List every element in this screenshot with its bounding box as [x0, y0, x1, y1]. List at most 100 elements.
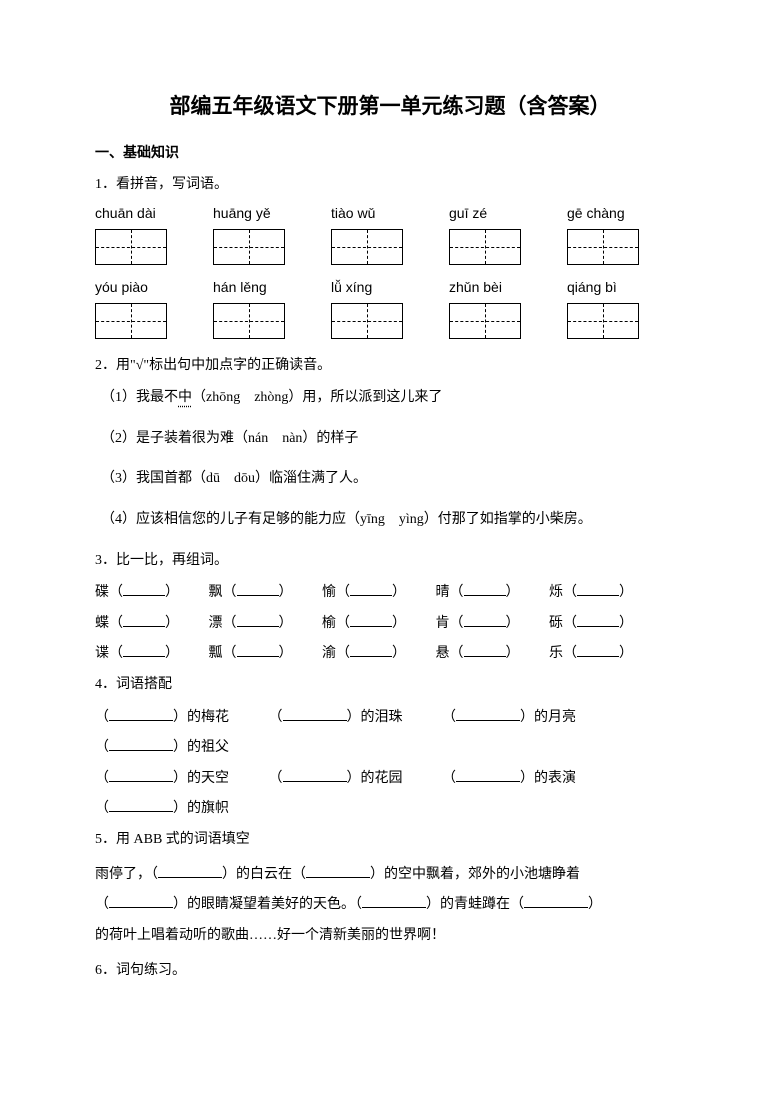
compare-row: 谍（） 瓢（） 渝（） 悬（） 乐（） — [95, 641, 685, 668]
pinyin: hán lěng — [213, 279, 331, 295]
pinyin: tiào wǔ — [331, 205, 449, 221]
char: 谍 — [95, 646, 109, 661]
blank — [577, 643, 619, 657]
match-row: （）的梅花 （）的泪珠 （）的月亮 — [95, 705, 685, 732]
q2-3: （3）我国首都（dū dōu）临淄住满了人。 — [101, 466, 685, 493]
char: 漂 — [209, 616, 223, 631]
blank — [456, 707, 520, 721]
blank — [283, 768, 347, 782]
compare-row: 蝶（） 漂（） 榆（） 肯（） 砾（） — [95, 611, 685, 638]
writing-box — [95, 303, 167, 339]
text: ）的眼睛凝望着美好的天色。（ — [173, 897, 362, 912]
writing-box — [331, 303, 403, 339]
blank — [158, 864, 222, 878]
page-title: 部编五年级语文下册第一单元练习题（含答案） — [95, 90, 685, 120]
section-a-head: 一、基础知识 — [95, 142, 685, 162]
match-word: 的梅花 — [187, 710, 229, 725]
text: ）的青蛙蹲在（ — [426, 897, 524, 912]
blank — [109, 707, 173, 721]
match-word: 的月亮 — [534, 710, 576, 725]
blank — [456, 768, 520, 782]
writing-box — [95, 229, 167, 265]
blank — [577, 582, 619, 596]
match-row: （）的祖父 — [95, 735, 685, 762]
pinyin: gē chàng — [567, 205, 685, 221]
text: 雨停了，（ — [95, 867, 158, 882]
char: 蝶 — [95, 616, 109, 631]
q2-1-dotted: 中 — [178, 390, 192, 405]
blank — [464, 582, 506, 596]
blank — [123, 643, 165, 657]
blank — [350, 643, 392, 657]
blank — [109, 798, 173, 812]
text: ）的空中飘着，郊外的小池塘睁着 — [370, 867, 580, 882]
text: （ — [95, 897, 109, 912]
blank — [350, 582, 392, 596]
blank — [109, 768, 173, 782]
blank — [237, 643, 279, 657]
q1: 1．看拼音，写词语。 — [95, 172, 685, 199]
char: 碟 — [95, 585, 109, 600]
writing-box-row-2 — [95, 303, 685, 339]
match-row: （）的天空 （）的花园 （）的表演 — [95, 766, 685, 793]
pinyin: qiáng bì — [567, 279, 685, 295]
pinyin: yóu piào — [95, 279, 213, 295]
pinyin: huāng yě — [213, 205, 331, 221]
blank — [464, 643, 506, 657]
blank — [464, 613, 506, 627]
char: 瓢 — [209, 646, 223, 661]
q3: 3．比一比，再组词。 — [95, 548, 685, 575]
q2-2: （2）是子装着很为难（nán nàn）的样子 — [101, 426, 685, 453]
char: 晴 — [436, 585, 450, 600]
match-word: 的旗帜 — [187, 801, 229, 816]
text: 的荷叶上唱着动听的歌曲……好一个清新美丽的世界啊！ — [95, 928, 445, 943]
writing-box — [213, 229, 285, 265]
q2: 2．用"√"标出句中加点字的正确读音。 — [95, 353, 685, 380]
char: 肯 — [436, 616, 450, 631]
blank — [350, 613, 392, 627]
q2-1c: （zhōng zhòng）用，所以派到这儿来了 — [192, 390, 442, 405]
pinyin-row-1: chuān dài huāng yě tiào wǔ guī zé gē chà… — [95, 205, 685, 221]
q2-1a: （1）我最不 — [101, 390, 178, 405]
pinyin: lǚ xíng — [331, 279, 449, 295]
blank — [237, 613, 279, 627]
match-word: 的泪珠 — [361, 710, 403, 725]
blank — [109, 894, 173, 908]
char: 悬 — [436, 646, 450, 661]
pinyin: zhǔn bèi — [449, 279, 567, 295]
pinyin-row-2: yóu piào hán lěng lǚ xíng zhǔn bèi qiáng… — [95, 279, 685, 295]
pinyin: guī zé — [449, 205, 567, 221]
char: 飘 — [209, 585, 223, 600]
match-word: 的花园 — [361, 771, 403, 786]
char: 愉 — [322, 585, 336, 600]
blank — [123, 582, 165, 596]
writing-box — [449, 229, 521, 265]
match-word: 的表演 — [534, 771, 576, 786]
blank — [524, 894, 588, 908]
q4: 4．词语搭配 — [95, 672, 685, 699]
writing-box — [567, 303, 639, 339]
char: 砾 — [549, 616, 563, 631]
text: ） — [588, 897, 602, 912]
blank — [577, 613, 619, 627]
writing-box — [213, 303, 285, 339]
blank — [306, 864, 370, 878]
char: 榆 — [322, 616, 336, 631]
match-word: 的祖父 — [187, 740, 229, 755]
char: 渝 — [322, 646, 336, 661]
compare-row: 碟（） 飘（） 愉（） 晴（） 烁（） — [95, 580, 685, 607]
writing-box — [331, 229, 403, 265]
writing-box — [567, 229, 639, 265]
q2-4: （4）应该相信您的儿子有足够的能力应（yīng yìng）付那了如指掌的小柴房。 — [101, 507, 685, 534]
text: ）的白云在（ — [222, 867, 306, 882]
blank — [109, 737, 173, 751]
q5-paragraph: 雨停了，（ ）的白云在（ ）的空中飘着，郊外的小池塘睁着 （ ）的眼睛凝望着美好的天色… — [95, 860, 685, 952]
q6: 6．词句练习。 — [95, 958, 685, 985]
match-word: 的天空 — [187, 771, 229, 786]
writing-box-row-1 — [95, 229, 685, 265]
blank — [123, 613, 165, 627]
match-row: （）的旗帜 — [95, 796, 685, 823]
blank — [237, 582, 279, 596]
writing-box — [449, 303, 521, 339]
char: 烁 — [549, 585, 563, 600]
